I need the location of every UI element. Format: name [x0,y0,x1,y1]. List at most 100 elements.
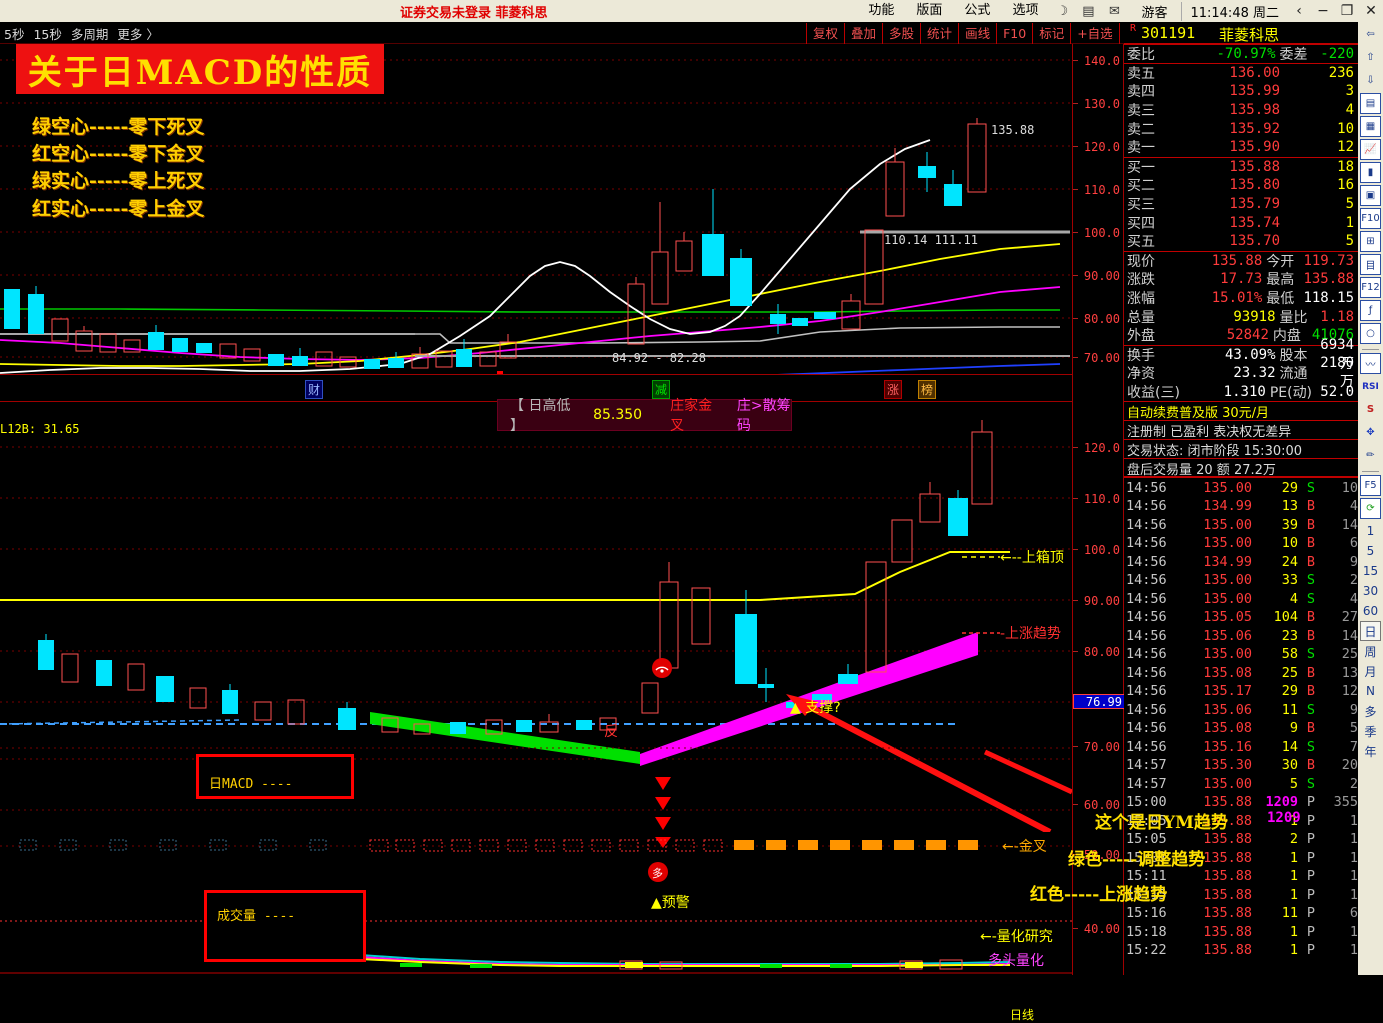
trend-icon[interactable]: 📈 [1360,139,1381,160]
top-candlestick-chart[interactable]: 135.88 110.14 111.11 84.92 - 82.28 ← 72.… [0,44,1072,374]
stock-header[interactable]: R 301191 菲菱科思 [1124,22,1358,44]
stats-row: 涨跌 17.73 最高 135.88 [1124,270,1358,289]
wave-icon[interactable]: 〰 [1360,353,1381,374]
btn-overlay[interactable]: 叠加 [845,22,884,44]
period-60[interactable]: 60 [1362,604,1379,618]
notice-subscription[interactable]: 自动续费普及版 30元/月 [1124,402,1358,422]
annotation-note-2: 绿色-----调整趋势 [1068,850,1206,870]
annotation-banner-text: 关于日MACD的性质 [27,52,373,93]
period-quick-bar: 5秒 15秒 多周期 更多 〉 [4,24,159,43]
btn-adjust[interactable]: 复权 [806,22,846,44]
f5-icon[interactable]: F5 [1360,475,1381,496]
mark-jian[interactable]: 减 [652,380,671,399]
annotation-banner: 关于日MACD的性质 [16,44,384,94]
period-5s[interactable]: 5秒 [4,27,25,42]
bid-price: 135.74 [1229,214,1280,231]
volume-panel[interactable]: ←-量化研究 多头量化 2023/09/28(四) [0,919,1072,975]
btn-statistics[interactable]: 统计 [921,22,960,44]
fundamental-row: 换手 43.09% 股本 6934万 [1124,337,1358,372]
price-axis: 140.0 130.0 120.0 110.0 100.0 90.00 80.0… [1072,44,1125,975]
period-5[interactable]: 5 [1366,544,1375,558]
s-icon[interactable]: S [1366,404,1375,415]
fundamental-row: 净资 23.32 流通 2180万 [1124,355,1358,390]
period-quarter[interactable]: 季 [1364,724,1377,739]
menu-item-options[interactable]: 选项 [1012,3,1039,18]
f10-icon[interactable]: F10 [1360,208,1381,229]
back-arrow-icon[interactable]: ⇦ [1366,29,1375,40]
mark-bang[interactable]: 榜 [918,380,937,399]
macd-indicator-panel[interactable]: 多 ▲预警 ←-金叉 [0,744,1072,919]
moon-icon[interactable]: ☽ [1056,3,1069,19]
news-icon[interactable]: ▣ [1360,185,1381,206]
tick-list[interactable]: 14:56 135.00 29 S 10 14:56 134.99 13 B 4 14:56 13… [1124,478,1358,959]
tick-row: 14:56 135.00 58 S 25 [1126,646,1358,663]
chart-area[interactable]: 135.88 110.14 111.11 84.92 - 82.28 ← 72.… [0,44,1072,1022]
fund-value: 43.09% [1224,346,1276,363]
candle-icon[interactable]: ▮ [1360,162,1381,183]
btn-multistock[interactable]: 多股 [883,22,922,44]
period-15s[interactable]: 15秒 [33,27,62,42]
right-icon-rail[interactable]: ⇦ ⇧ ⇩ ▤ ▦ 📈 ▮ ▣ F10 ⊞ 目 F12 ƒ ○ 〰 RSI S … [1358,22,1383,975]
refresh-icon[interactable]: ⟳ [1360,498,1381,519]
mark-cai[interactable]: 财 [305,380,324,399]
registration-flag-icon: R [1130,23,1137,34]
fundamentals-block: 换手 43.09% 股本 6934万 净资 23.32 流通 2180万 收益(三) 1.31… [1124,337,1358,402]
axis-tick-80: 80.00 [1083,312,1120,326]
period-n[interactable]: N [1366,684,1375,698]
mark-zhang[interactable]: 涨 [884,380,903,399]
btn-drawline[interactable]: 画线 [959,22,998,44]
btn-mark[interactable]: 标记 [1033,22,1072,44]
prev-button[interactable]: ‹ [1296,3,1302,19]
bid-row: 买四 135.74 1 [1124,213,1358,232]
formula-icon[interactable]: ƒ [1360,300,1381,321]
up-arrow-icon[interactable]: ⇧ [1366,52,1375,63]
ask-price: 135.90 [1229,139,1280,156]
rsi-icon[interactable]: RSI [1362,381,1379,392]
menu-item-formula[interactable]: 公式 [964,3,991,18]
table-icon[interactable]: ▦ [1360,116,1381,137]
period-year[interactable]: 年 [1364,744,1377,759]
tick-row: 14:56 135.06 11 S 9 [1126,701,1358,718]
down-arrow-icon[interactable]: ⇩ [1366,75,1375,86]
axis-tick-130: 130.0 [1083,97,1120,111]
user-label[interactable]: 游客 [1141,5,1168,21]
svg-text:▲ 支撑?: ▲ 支撑? [790,700,841,716]
stat-value: 15.01% [1211,290,1263,307]
report-icon[interactable]: ▤ [1360,93,1381,114]
period-1[interactable]: 1 [1366,524,1375,538]
main-candlestick-chart[interactable]: ▲ 支撑? 反 ←--上箱顶 -上涨趋势 [0,402,1072,832]
tick-row: 14:56 135.00 39 B 14 [1126,516,1358,533]
period-day[interactable]: 日 [1360,621,1381,641]
circle-icon[interactable]: ○ [1360,323,1381,344]
notice-afterhours: 盘后交易量 20 额 27.2万 [1124,459,1358,479]
tick-row: 14:56 135.05 104 B 27 [1126,609,1358,626]
period-15[interactable]: 15 [1362,564,1379,578]
committee-row: 委比 -70.97% 委差 -220 [1124,44,1358,63]
bid-label: 买五 [1127,234,1155,251]
move-icon[interactable]: ✥ [1366,427,1375,438]
period-week[interactable]: 周 [1364,644,1377,659]
btn-f10[interactable]: F10 [997,22,1034,44]
period-month[interactable]: 月 [1364,664,1377,679]
btn-addfav[interactable]: +自选 [1071,22,1120,44]
period-multi[interactable]: 多周期 [70,27,109,42]
f12-icon[interactable]: F12 [1360,277,1381,298]
period-more[interactable]: 更多 〉 [117,27,159,42]
menu-item-function[interactable]: 功能 [868,3,895,18]
period-30[interactable]: 30 [1362,584,1379,598]
notice-icon[interactable]: 目 [1360,254,1381,275]
minimize-button[interactable]: − [1317,3,1329,19]
dealer-golden-cross-tag: 庄家金叉 [670,398,713,434]
maximize-button[interactable]: ❐ [1340,3,1354,19]
annotation-legend-4: 红实心-----零上金叉 [32,198,205,220]
rail-divider [1362,349,1379,350]
period-multi[interactable]: 多 [1364,704,1377,719]
pencil-icon[interactable]: ✏ [1366,450,1375,461]
book-icon[interactable]: ▤ [1082,3,1095,19]
daily-high-low-value: 85.350 [593,407,643,423]
close-button[interactable]: ✕ [1365,3,1377,19]
menu-item-layout[interactable]: 版面 [916,3,943,18]
tree-icon[interactable]: ⊞ [1360,231,1381,252]
mail-icon[interactable]: ✉ [1109,3,1120,19]
axis-tick-140: 140.0 [1083,54,1120,68]
